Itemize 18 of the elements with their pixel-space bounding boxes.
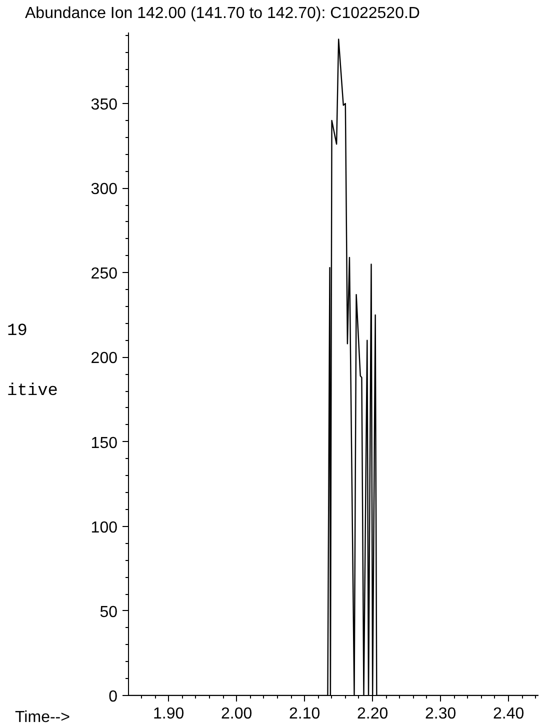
y-tick-label: 250 xyxy=(90,266,118,283)
y-tick-label: 350 xyxy=(90,96,118,114)
y-tick-label: 200 xyxy=(90,350,118,368)
y-tick-label: 0 xyxy=(108,688,118,706)
x-tick-label: 2.10 xyxy=(289,706,320,722)
x-axis-title: Time--> xyxy=(15,708,70,723)
x-tick-label: 1.90 xyxy=(153,706,184,722)
x-tick-label: 2.20 xyxy=(357,706,388,722)
chart-title: Abundance Ion 142.00 (141.70 to 142.70): C1022520.D xyxy=(25,5,420,23)
y-tick-label: 150 xyxy=(90,434,118,452)
text: itive xyxy=(7,381,58,403)
y-tick-label: 50 xyxy=(100,604,118,621)
x-tick-label: 2.30 xyxy=(425,706,456,722)
y-tick-label: 300 xyxy=(90,181,118,198)
text: 19 xyxy=(7,321,28,343)
x-tick-label: 2.40 xyxy=(493,706,524,722)
x-tick-label: 2.00 xyxy=(221,706,252,722)
y-tick-label: 100 xyxy=(90,519,118,536)
